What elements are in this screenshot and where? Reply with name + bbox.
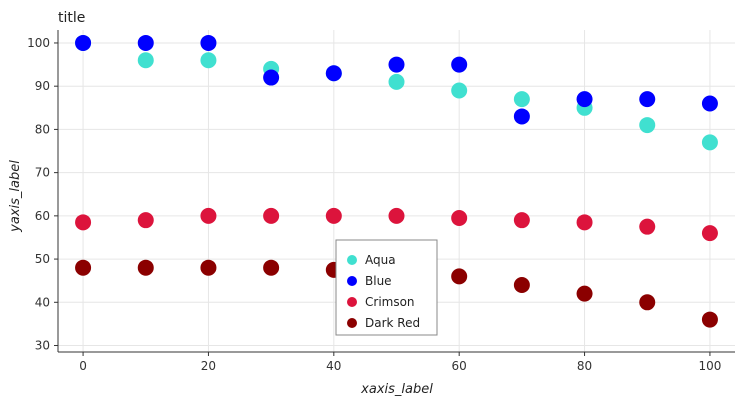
legend-marker-blue (347, 276, 357, 286)
legend-marker-dark-red (347, 318, 357, 328)
legend-label-dark-red: Dark Red (365, 316, 420, 330)
series-blue (75, 34, 718, 125)
x-tick-label: 100 (698, 359, 721, 373)
point-blue (200, 34, 217, 51)
y-tick-label: 70 (35, 166, 50, 180)
point-blue (388, 56, 405, 73)
point-dark-red (137, 259, 154, 276)
y-tick-label: 40 (35, 295, 50, 309)
point-dark-red (451, 268, 468, 285)
point-aqua (451, 82, 468, 99)
point-blue (513, 108, 530, 125)
point-crimson (263, 207, 280, 224)
x-axis-title: xaxis_label (360, 382, 433, 397)
point-blue (137, 34, 154, 51)
point-blue (451, 56, 468, 73)
point-blue (701, 95, 718, 112)
x-tick-label: 80 (577, 359, 592, 373)
point-crimson (701, 225, 718, 242)
point-blue (263, 69, 280, 86)
point-blue (639, 91, 656, 108)
point-crimson (325, 207, 342, 224)
point-crimson (576, 214, 593, 231)
y-tick-label: 50 (35, 252, 50, 266)
x-tick-label: 40 (326, 359, 341, 373)
point-aqua (639, 117, 656, 134)
data-points (75, 34, 718, 328)
y-axis-title: yaxis_label (8, 160, 23, 233)
point-blue (325, 65, 342, 82)
point-crimson (639, 218, 656, 235)
y-tick-label: 90 (35, 79, 50, 93)
y-tick-label: 30 (35, 339, 50, 353)
y-tick-label: 100 (27, 36, 50, 50)
point-dark-red (75, 259, 92, 276)
legend-label-aqua: Aqua (365, 253, 396, 267)
point-dark-red (576, 285, 593, 302)
point-crimson (75, 214, 92, 231)
point-aqua (701, 134, 718, 151)
legend: Aqua Blue Crimson Dark Red (335, 239, 438, 336)
chart-title: title (58, 10, 85, 26)
point-dark-red (200, 259, 217, 276)
point-aqua (388, 73, 405, 90)
legend-marker-aqua (347, 255, 357, 265)
point-aqua (513, 91, 530, 108)
legend-marker-crimson (347, 297, 357, 307)
y-tick-label: 80 (35, 122, 50, 136)
series-aqua (75, 34, 718, 151)
x-tick-label: 60 (452, 359, 467, 373)
axes: 30 40 50 60 70 80 90 100 0 20 40 60 80 100 (27, 30, 735, 373)
series-crimson (75, 207, 718, 242)
legend-label-crimson: Crimson (365, 295, 415, 309)
point-crimson (388, 207, 405, 224)
point-aqua (200, 52, 217, 69)
point-crimson (137, 212, 154, 229)
point-crimson (451, 210, 468, 227)
point-blue (75, 34, 92, 51)
point-dark-red (263, 259, 280, 276)
point-blue (576, 91, 593, 108)
y-tick-label: 60 (35, 209, 50, 223)
point-aqua (137, 52, 154, 69)
series-dark-red (75, 259, 718, 328)
legend-label-blue: Blue (365, 274, 392, 288)
point-crimson (200, 207, 217, 224)
point-crimson (513, 212, 530, 229)
point-dark-red (639, 294, 656, 311)
x-tick-label: 20 (201, 359, 216, 373)
point-dark-red (701, 311, 718, 328)
point-dark-red (513, 277, 530, 294)
x-tick-label: 0 (79, 359, 87, 373)
